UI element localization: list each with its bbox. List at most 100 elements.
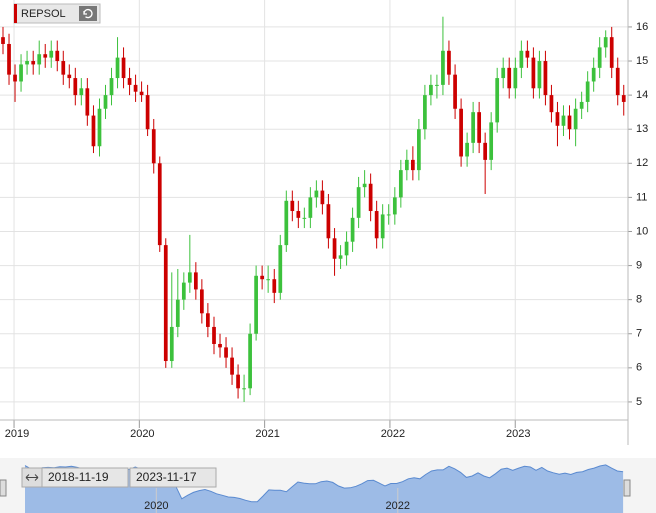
range-end-box[interactable]: [129, 467, 217, 488]
candle-body: [67, 74, 72, 79]
candle-body: [236, 374, 240, 389]
candle-body: [13, 74, 17, 82]
y-tick-label: 13: [636, 123, 648, 135]
candle-body: [513, 67, 518, 89]
candle-body: [507, 67, 512, 89]
candle-body: [109, 78, 114, 96]
candle-body: [501, 67, 506, 79]
x-tick-label: 2023: [506, 428, 530, 440]
candle-body: [459, 108, 463, 157]
candle-body: [7, 43, 11, 75]
candle-body: [567, 115, 572, 130]
range-toggle-icon: [25, 474, 39, 481]
candle-body: [435, 84, 439, 86]
candle-body: [326, 204, 331, 239]
refresh-button[interactable]: [79, 6, 97, 21]
y-tick-label: 6: [636, 362, 642, 374]
navigator-tick-label: 2020: [144, 500, 168, 512]
y-tick-label: 16: [636, 21, 648, 33]
candle-body: [224, 347, 228, 358]
candle-body: [115, 57, 120, 79]
candle-body: [85, 88, 90, 116]
candle-body: [447, 50, 451, 75]
y-tick-label: 12: [636, 157, 648, 169]
candle-body: [308, 197, 313, 218]
candle-body: [278, 245, 283, 293]
candle-body: [254, 275, 258, 334]
candle-body: [525, 50, 530, 58]
candle-body: [248, 333, 252, 389]
candle-body: [157, 163, 162, 246]
ticker-badge[interactable]: REPSOL: [13, 3, 101, 24]
candle-body: [206, 313, 210, 327]
candle-body: [73, 78, 78, 96]
candle-body: [386, 214, 391, 216]
candle-body: [79, 88, 84, 96]
y-tick-label: 14: [636, 89, 648, 101]
ticker-color: [14, 4, 17, 23]
candle-body: [290, 200, 295, 212]
candle-body: [453, 74, 457, 109]
candle-body: [465, 142, 469, 157]
candle-body: [19, 64, 23, 82]
candle-body: [609, 37, 614, 68]
y-tick-label: 8: [636, 294, 642, 306]
candle-body: [543, 61, 548, 96]
range-start-box[interactable]: [41, 467, 129, 488]
candle-body: [603, 37, 608, 48]
candle-body: [344, 241, 349, 256]
candle-body: [615, 67, 620, 96]
y-tick-label: 10: [636, 225, 648, 237]
candle-body: [218, 343, 222, 348]
candle-body: [272, 279, 277, 293]
candle-body: [302, 217, 307, 219]
candle-body: [199, 289, 204, 314]
candle-body: [380, 214, 385, 239]
y-tick-label: 11: [636, 191, 647, 203]
candle-body: [621, 95, 626, 102]
candle-body: [163, 245, 168, 362]
candle-body: [43, 54, 48, 58]
candle-body: [175, 299, 180, 327]
candle-body: [489, 122, 494, 160]
x-tick-label: 2019: [5, 428, 29, 440]
candle-body: [362, 183, 367, 188]
candle-body: [103, 95, 108, 109]
ticker-label: REPSOL: [21, 8, 66, 20]
candle-body: [555, 112, 560, 126]
candle-body: [410, 159, 415, 171]
candle-body: [242, 388, 246, 390]
candle-body: [55, 50, 60, 62]
candle-body: [573, 108, 578, 130]
candle-body: [441, 50, 445, 85]
candle-body: [374, 211, 379, 239]
candle-body: [417, 129, 421, 171]
candle-body: [429, 84, 433, 96]
candle-body: [314, 190, 319, 198]
candle-body: [537, 61, 542, 89]
candle-body: [25, 61, 29, 65]
candle-body: [561, 115, 566, 126]
candle-body: [230, 357, 234, 375]
y-tick-label: 5: [636, 396, 642, 408]
candle-body: [151, 129, 156, 164]
candle-body: [31, 61, 36, 65]
navigator-tick-label: 2022: [386, 500, 410, 512]
candle-body: [181, 282, 186, 300]
candle-body: [495, 78, 500, 123]
candle-body: [260, 275, 264, 280]
candle-body: [368, 183, 373, 212]
x-tick-label: 2022: [381, 428, 405, 440]
candle-body: [139, 91, 144, 96]
range-start: 2018-11-19: [48, 470, 109, 484]
candle-body: [296, 211, 301, 218]
candle-body: [591, 67, 596, 82]
navigator-handle-left[interactable]: [0, 479, 7, 497]
candle-body: [320, 190, 325, 205]
candle-body: [579, 101, 584, 109]
navigator-handle-right[interactable]: [623, 479, 631, 497]
candle-body: [471, 112, 475, 143]
candle-body: [193, 272, 198, 290]
candle-body: [91, 115, 96, 147]
